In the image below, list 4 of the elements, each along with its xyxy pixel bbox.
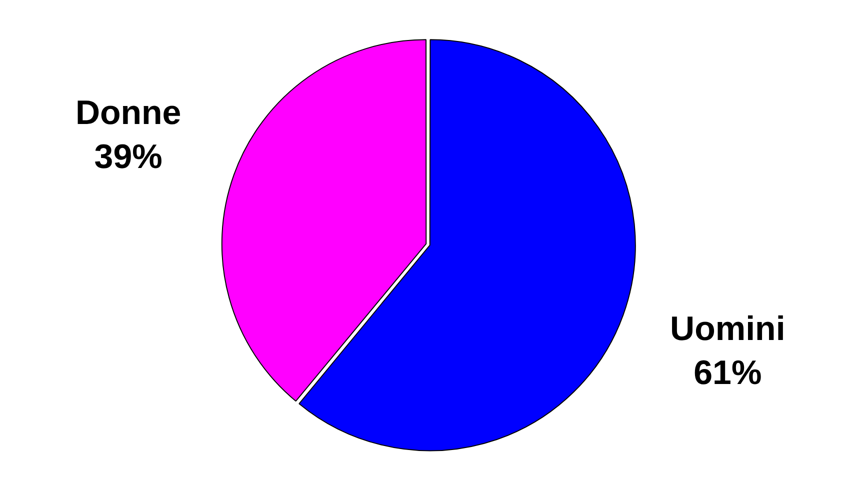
data-label: 61%: [694, 354, 762, 392]
slice-label: Uomini: [670, 310, 786, 348]
data-label: 39%: [94, 138, 162, 176]
slice-label: Donne: [75, 94, 182, 132]
